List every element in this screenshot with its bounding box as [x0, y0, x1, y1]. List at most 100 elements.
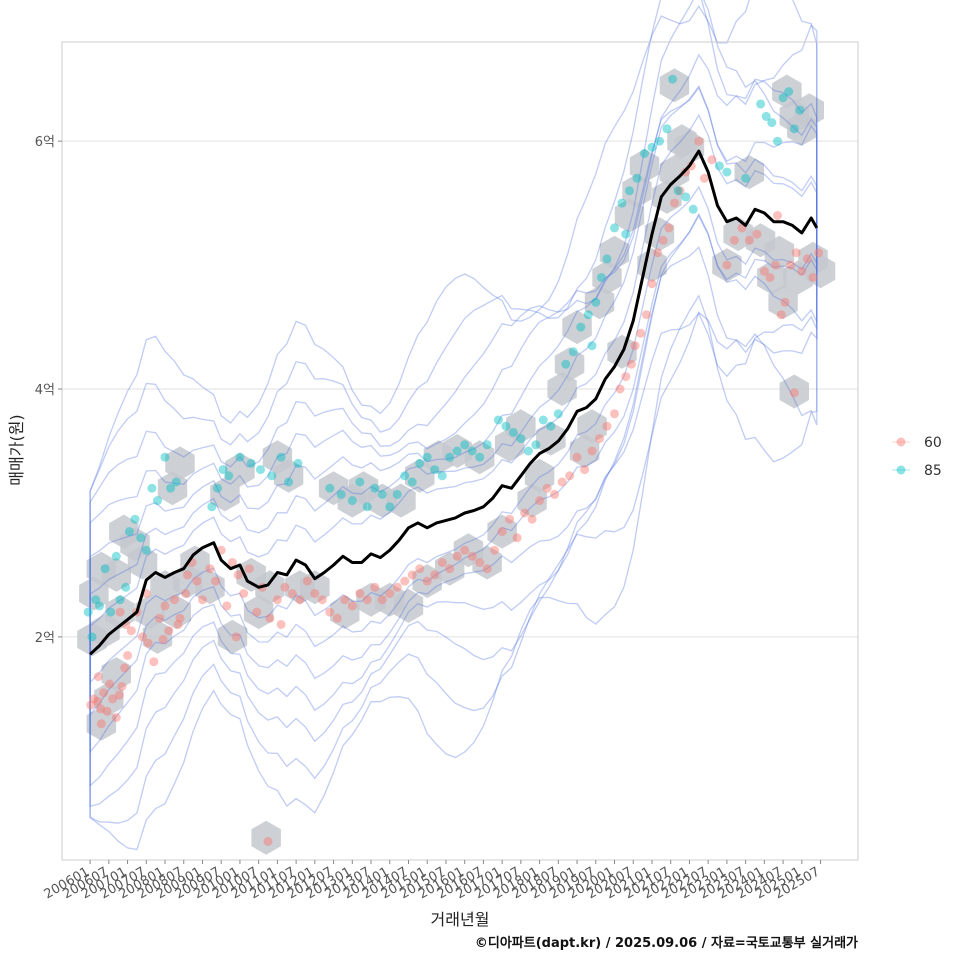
- hexbin-cell: [805, 254, 836, 289]
- scatter-point-85: [778, 93, 788, 103]
- scatter-point-85: [347, 496, 357, 506]
- scatter-point-85: [621, 229, 631, 239]
- scatter-point-60: [520, 508, 530, 518]
- scatter-point-85: [276, 452, 286, 462]
- scatter-point-60: [392, 582, 402, 592]
- scatter-point-85: [445, 452, 455, 462]
- scatter-point-85: [121, 582, 131, 592]
- scatter-point-60: [93, 672, 103, 682]
- density-contour: [89, 84, 818, 717]
- scatter-point-60: [744, 235, 754, 245]
- scatter-point-60: [111, 713, 121, 722]
- scatter-point-60: [729, 235, 739, 245]
- scatter-point-85: [610, 223, 619, 233]
- density-contour: [89, 86, 818, 754]
- scatter-point-60: [752, 229, 762, 239]
- y-tick-label: 6억: [35, 135, 55, 150]
- scatter-point-60: [789, 388, 799, 398]
- scatter-point-60: [160, 601, 170, 611]
- scatter-point-60: [169, 595, 179, 605]
- scatter-point-60: [557, 477, 567, 487]
- scatter-point-60: [105, 679, 115, 689]
- scatter-point-60: [626, 359, 636, 369]
- scatter-point-60: [550, 489, 560, 499]
- scatter-point-85: [284, 477, 294, 487]
- scatter-point-85: [141, 545, 151, 555]
- scatter-point-60: [149, 657, 159, 667]
- scatter-point-85: [213, 483, 222, 493]
- scatter-point-85: [795, 105, 805, 115]
- scatter-point-85: [741, 173, 751, 183]
- scatter-point-60: [325, 607, 335, 617]
- trend-line: [89, 149, 819, 656]
- scatter-point-85: [171, 477, 181, 487]
- density-contour: [89, 0, 818, 824]
- scatter-point-60: [93, 696, 103, 706]
- scatter-point-85: [452, 446, 462, 456]
- scatter-point-85: [553, 409, 563, 419]
- hexbin-cell: [127, 545, 158, 580]
- scatter-point-60: [675, 186, 685, 196]
- density-contours: [89, 0, 818, 851]
- scatter-point-85: [625, 186, 634, 196]
- scatter-point-60: [231, 632, 241, 642]
- hexbin-cell: [243, 595, 274, 630]
- scatter-point-60: [759, 266, 769, 276]
- scatter-point-85: [147, 483, 157, 493]
- scatter-point-85: [673, 186, 683, 196]
- scatter-point-60: [164, 626, 174, 636]
- scatter-point-60: [780, 297, 790, 307]
- legend: 60 85: [892, 435, 942, 479]
- hexbin-cell: [150, 570, 180, 605]
- hexbin-cell: [161, 595, 191, 630]
- y-tick-label: 4억: [35, 383, 55, 398]
- plot-panel-border: [61, 41, 859, 861]
- scatter-point-85: [789, 124, 799, 134]
- scatter-point-85: [256, 465, 265, 475]
- legend-label-60: 60: [924, 435, 942, 451]
- scatter-point-85: [95, 601, 104, 611]
- scatter-point-85: [655, 136, 664, 146]
- scatter-point-60: [233, 570, 243, 580]
- scatter-point-60: [565, 471, 575, 481]
- source-caption: ©디아파트(dapt.kr) / 2025.09.06 / 자료=국토교통부 실…: [475, 935, 858, 951]
- scatter-point-60: [786, 260, 796, 270]
- scatter-point-85: [385, 502, 395, 512]
- scatter-point-60: [475, 558, 485, 567]
- scatter-point-60: [370, 582, 380, 592]
- scatter-point-60: [460, 545, 470, 555]
- scatter-point-60: [797, 266, 807, 276]
- scatter-point-85: [100, 564, 110, 574]
- hexbin-layer: [77, 68, 836, 855]
- scatter-point-85: [681, 192, 691, 202]
- density-contour: [89, 0, 818, 808]
- scatter-point-85: [153, 496, 162, 506]
- hexbin-cell: [273, 458, 304, 493]
- scatter-point-85: [83, 607, 93, 617]
- scatter-point-60: [287, 589, 297, 598]
- scatter-point-60: [310, 589, 320, 598]
- hexbin-cell: [101, 557, 131, 592]
- scatter-point-85: [370, 483, 380, 493]
- scatter-point-60: [173, 620, 183, 629]
- scatter-point-85: [632, 173, 642, 183]
- scatter-point-85: [531, 440, 541, 450]
- scatter-point-60: [535, 496, 545, 506]
- scatter-point-85: [773, 136, 782, 146]
- scatter-point-60: [211, 576, 221, 586]
- scatter-point-60: [114, 690, 124, 700]
- hexbin-cell: [101, 657, 131, 692]
- hexbin-cell: [659, 68, 690, 103]
- scatter-point-85: [467, 446, 477, 456]
- scatter-point-85: [767, 118, 777, 128]
- scatter-point-60: [802, 254, 812, 264]
- scatter-point-60: [263, 836, 273, 846]
- hexbin-cell: [86, 706, 117, 741]
- hexbin-cell: [412, 564, 442, 599]
- scatter-point-60: [154, 613, 164, 623]
- scatter-point-60: [664, 223, 674, 233]
- scatter-point-60: [385, 589, 395, 598]
- scatter-point-85: [87, 632, 97, 642]
- scatter-point-85: [761, 111, 771, 121]
